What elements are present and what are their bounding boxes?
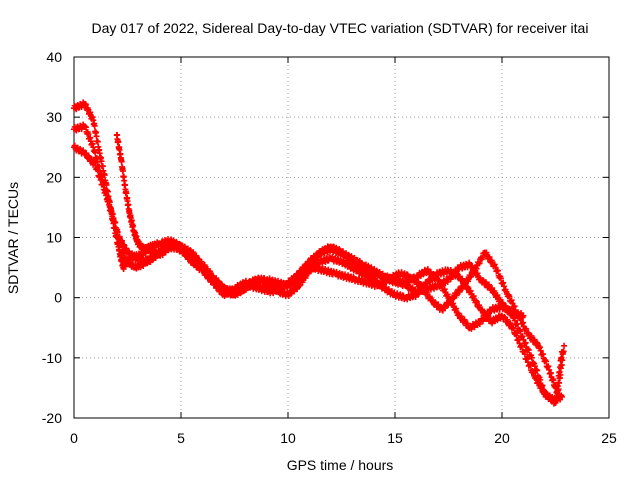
trace-marker (470, 270, 477, 277)
trace-marker (122, 182, 129, 189)
trace-marker (91, 159, 98, 166)
y-tick-label: 20 (46, 169, 62, 185)
y-tick-label: -10 (42, 350, 62, 366)
trace-marker (89, 140, 96, 147)
trace-marker (102, 189, 109, 196)
trace-marker (530, 359, 537, 366)
tick-labels: 0 5 10 15 20 25 -20 -10 0 10 20 30 40 (42, 49, 617, 446)
trace-marker (559, 357, 566, 364)
trace-marker (444, 291, 451, 298)
trace-marker (553, 394, 560, 401)
trace-marker (94, 138, 101, 145)
x-tick-label: 20 (494, 430, 510, 446)
trace-marker (412, 293, 419, 300)
x-tick-label: 15 (387, 430, 403, 446)
trace-marker (111, 218, 118, 225)
trace-marker (502, 286, 509, 293)
trace-marker (121, 250, 128, 257)
trace-marker (108, 208, 115, 215)
trace-marker (551, 399, 558, 406)
y-tick-label: 30 (46, 109, 62, 125)
y-axis-label: SDTVAR / TECUs (5, 182, 21, 294)
trace-marker (519, 333, 526, 340)
trace-marker (466, 259, 473, 266)
trace-marker (455, 310, 462, 317)
trace-marker (491, 261, 498, 268)
trace-marker (476, 275, 483, 282)
trace-marker (126, 207, 133, 214)
trace-marker (555, 386, 562, 393)
trace-marker (119, 168, 126, 175)
y-tick-label: 40 (46, 49, 62, 65)
trace-marker (89, 114, 96, 121)
x-tick-label: 0 (70, 430, 78, 446)
trace-marker (91, 122, 98, 129)
trace-marker (534, 340, 541, 347)
x-tick-label: 25 (601, 430, 617, 446)
data-points (71, 99, 568, 407)
trace-marker (530, 369, 537, 376)
trace-marker (545, 363, 552, 370)
trace-marker (118, 158, 125, 165)
y-tick-label: -20 (42, 410, 62, 426)
y-tick-label: 10 (46, 230, 62, 246)
trace-marker (198, 258, 205, 265)
trace-marker (519, 314, 526, 321)
trace-marker (558, 392, 565, 399)
axis-ticks (73, 56, 610, 419)
trace-marker (106, 201, 113, 208)
trace-marker (557, 371, 564, 378)
x-tick-label: 10 (280, 430, 296, 446)
trace-marker (94, 167, 101, 174)
grid-lines (74, 57, 609, 418)
x-tick-label: 5 (177, 430, 185, 446)
trace-marker (92, 149, 99, 156)
trace-marker (444, 278, 451, 285)
data-point (561, 342, 568, 349)
trace-marker (541, 387, 548, 394)
y-tick-label: 0 (54, 290, 62, 306)
trace-marker (476, 321, 483, 328)
trace-marker (560, 348, 567, 355)
x-axis-label: GPS time / hours (287, 457, 394, 473)
chart-title: Day 017 of 2022, Sidereal Day-to-day VTE… (92, 20, 589, 36)
